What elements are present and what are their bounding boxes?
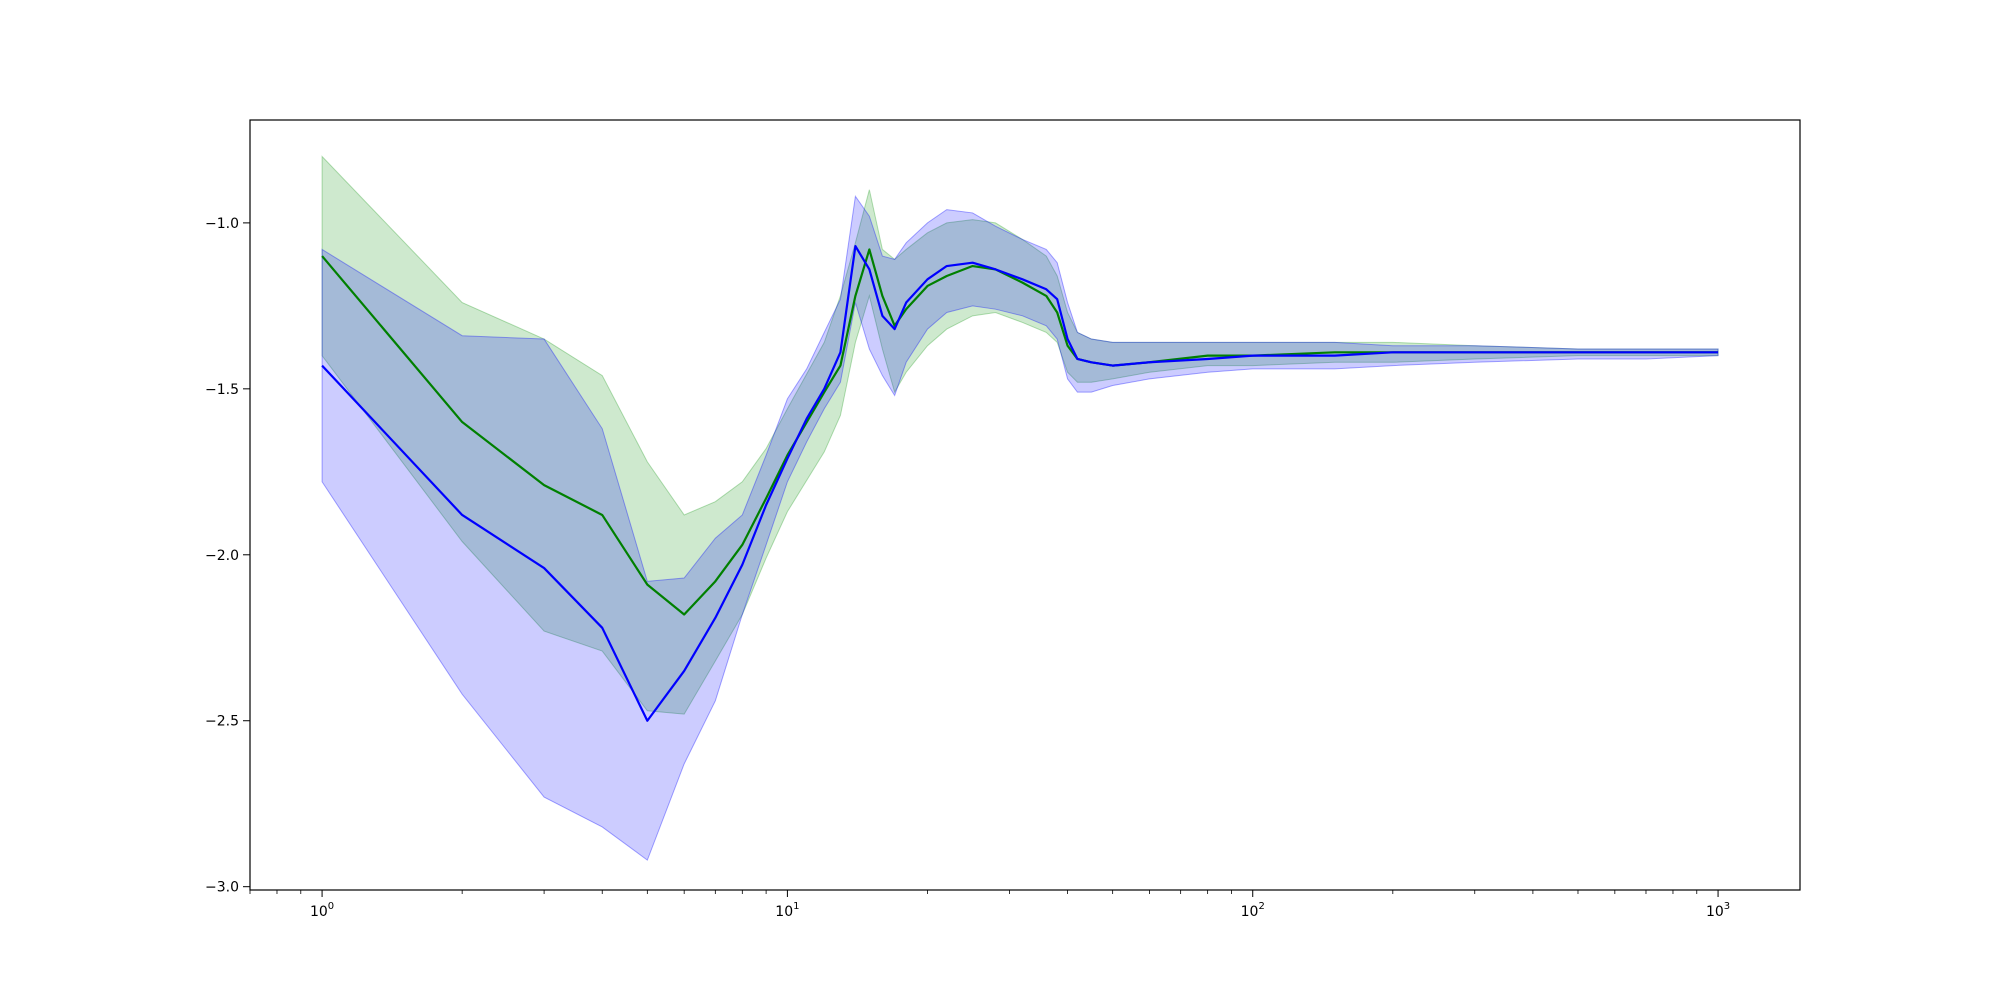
x-axis: 100 101 102 103 [249, 890, 1730, 920]
y-tick-label: −2.5 [205, 714, 239, 730]
confidence-bands [321, 155, 1719, 861]
series-lines [321, 245, 1719, 722]
plot-frame [249, 119, 1801, 891]
y-tick-label: −3.0 [205, 880, 239, 896]
series-2-line [321, 245, 1719, 722]
y-tick-label: −1.0 [205, 216, 239, 232]
y-axis: −1.0 −1.5 −2.0 −2.5 −3.0 [205, 216, 250, 896]
y-tick-label: −1.5 [205, 382, 239, 398]
series-1-band [321, 155, 1719, 715]
y-tick-label: −2.0 [205, 548, 239, 564]
series-2-band [321, 195, 1719, 861]
